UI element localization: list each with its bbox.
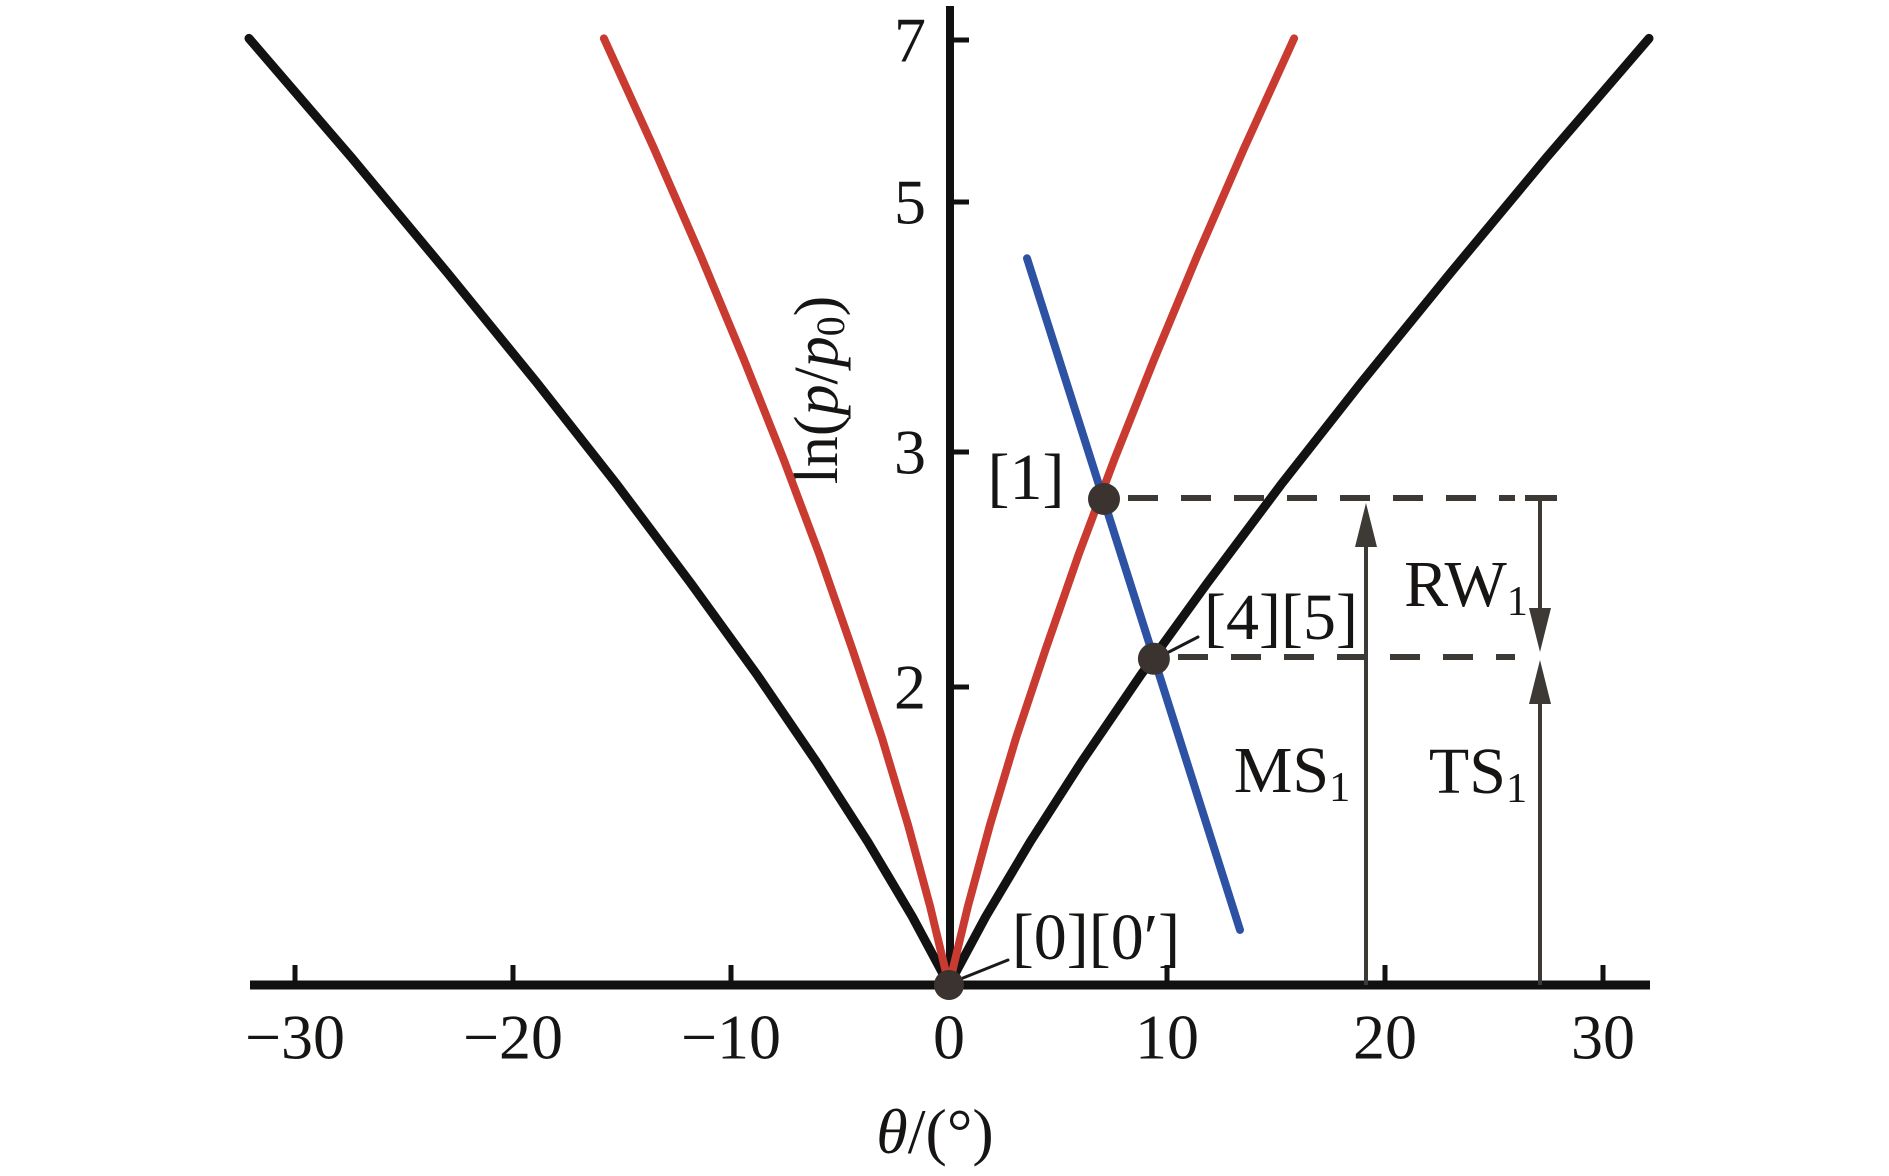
ms1-arrow-head: [1355, 503, 1377, 547]
label-ts1: TS1: [1429, 735, 1527, 812]
x-axis-title: θ/(°): [876, 1096, 993, 1167]
x-axis-tick-label: 0: [933, 1002, 965, 1073]
x-axis-tick-label: −20: [463, 1002, 563, 1073]
y-axis-tick-label: 7: [894, 5, 926, 76]
label-rw1: RW1: [1404, 548, 1528, 625]
y-axis-tick-label: 2: [894, 652, 926, 723]
black-polar-right-curve: [944, 33, 1654, 990]
rw1-arrow-head: [1529, 608, 1551, 652]
y-axis-title: ln(p/p0): [783, 296, 853, 485]
x-axis-tick-label: 30: [1571, 1002, 1635, 1073]
y-axis-tick-label: 3: [894, 417, 926, 488]
x-axis-tick-label: −30: [245, 1002, 345, 1073]
point-1-dot: [1088, 483, 1120, 515]
x-axis-tick-label: 10: [1135, 1002, 1199, 1073]
label-point-1: [1]: [988, 441, 1065, 514]
x-axis-tick-label: 20: [1353, 1002, 1417, 1073]
y-axis-tick-label: 5: [894, 167, 926, 238]
black-polar-left-curve: [244, 33, 954, 990]
red-polar-left-curve: [599, 34, 953, 989]
point-0-dot: [934, 970, 964, 1000]
x-axis-tick-label: −10: [681, 1002, 781, 1073]
label-point-45: [4][5]: [1204, 581, 1358, 654]
pointer-point-45-label: [1163, 635, 1200, 656]
label-point-0: [0][0′]: [1012, 901, 1180, 974]
label-ms1: MS1: [1234, 734, 1351, 811]
ts1-arrow-head: [1529, 660, 1551, 704]
blue-line-curve: [1023, 254, 1244, 934]
red-polar-right-curve: [945, 34, 1299, 989]
point-45-dot: [1137, 642, 1170, 675]
pointer-origin-label: [961, 958, 1010, 980]
